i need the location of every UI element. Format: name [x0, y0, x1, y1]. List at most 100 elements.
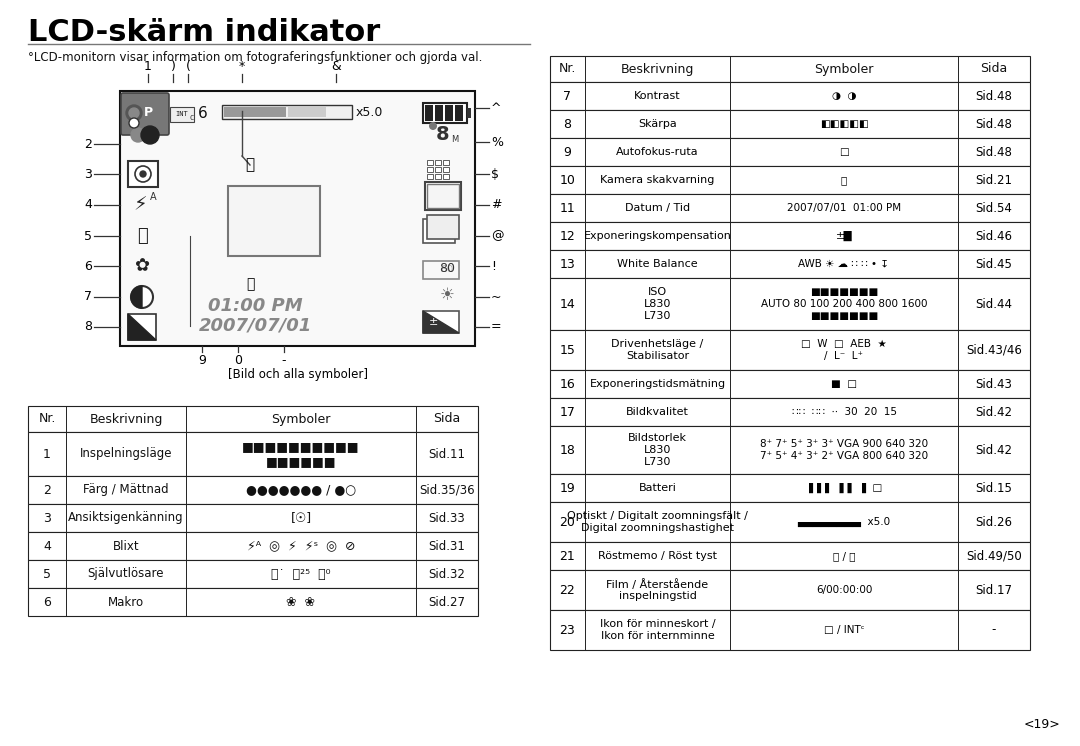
Text: Inspelningsläge: Inspelningsläge [80, 448, 172, 460]
Text: Sid.26: Sid.26 [975, 515, 1013, 528]
Bar [426, 182, 461, 210]
Bar [228, 186, 320, 256]
Text: Sid.35/36: Sid.35/36 [419, 483, 475, 497]
Bar [170, 107, 194, 122]
Text: 9: 9 [198, 354, 206, 367]
Circle shape [141, 126, 159, 144]
Text: ⌛˙  ⌛²⁵  ⌛⁰: ⌛˙ ⌛²⁵ ⌛⁰ [271, 568, 330, 580]
Text: ■■■■■■■■■■
■■■■■■: ■■■■■■■■■■ ■■■■■■ [242, 440, 360, 468]
Text: #: # [491, 198, 501, 212]
Text: 16: 16 [559, 377, 576, 390]
Text: INT: INT [176, 111, 188, 117]
Text: 4: 4 [84, 198, 92, 212]
Bar [443, 167, 449, 172]
Text: 📳: 📳 [841, 175, 847, 185]
Text: ISO: ISO [441, 265, 454, 274]
Text: Sid.54: Sid.54 [975, 201, 1012, 215]
Text: ☀: ☀ [440, 286, 455, 304]
Text: Ikon för minneskort /
Ikon för internminne: Ikon för minneskort / Ikon för internmin… [599, 619, 715, 641]
Text: 12: 12 [559, 230, 576, 242]
Text: Sid.49/50: Sid.49/50 [967, 550, 1022, 562]
Bar [427, 167, 433, 172]
Text: 7: 7 [84, 290, 92, 304]
Bar [222, 105, 352, 119]
Text: ▐▐▐  ▐▐  ▐  □: ▐▐▐ ▐▐ ▐ □ [806, 483, 882, 493]
Text: ⏱: ⏱ [137, 227, 147, 245]
Text: Sid.48: Sid.48 [975, 90, 1012, 102]
Bar [550, 166, 1030, 194]
Text: Sid.31: Sid.31 [429, 539, 465, 553]
Bar [550, 474, 1030, 502]
Text: 8⁺ 7⁺ 5⁺ 3⁺ 3⁺ VGA 900 640 320
7⁺ 5⁺ 4⁺ 3⁺ 2⁺ VGA 800 640 320: 8⁺ 7⁺ 5⁺ 3⁺ 3⁺ VGA 900 640 320 7⁺ 5⁺ 4⁺ … [760, 439, 928, 461]
Text: [Bild och alla symboler]: [Bild och alla symboler] [228, 368, 367, 381]
Text: 23: 23 [559, 624, 576, 636]
Text: (: ( [186, 60, 190, 73]
Text: Sid.42: Sid.42 [975, 444, 1013, 457]
Text: x5.0: x5.0 [356, 105, 383, 119]
Text: 2007/07/01  01:00 PM: 2007/07/01 01:00 PM [787, 203, 901, 213]
Polygon shape [129, 314, 156, 340]
Bar [550, 250, 1030, 278]
Text: Nr.: Nr. [38, 413, 56, 425]
Text: □: □ [839, 147, 849, 157]
Bar [427, 184, 459, 208]
Text: $: $ [491, 168, 499, 181]
Polygon shape [423, 311, 459, 333]
Polygon shape [131, 286, 141, 308]
Text: 📡: 📡 [246, 277, 254, 291]
FancyBboxPatch shape [121, 93, 168, 135]
Text: 21: 21 [559, 550, 576, 562]
Text: Sid.46: Sid.46 [975, 230, 1013, 242]
Text: Symboler: Symboler [814, 63, 874, 75]
Text: 8: 8 [436, 125, 449, 145]
Bar [129, 314, 156, 340]
Bar [28, 406, 478, 432]
Text: LCD-skärm indikator: LCD-skärm indikator [28, 18, 380, 47]
Text: 2007/07/01: 2007/07/01 [199, 317, 312, 335]
Bar [427, 160, 433, 165]
Text: 80: 80 [438, 263, 455, 275]
Text: Optiskt / Digitalt zoomningsfält /
Digital zoomningshastighet: Optiskt / Digitalt zoomningsfält / Digit… [567, 511, 748, 533]
Text: ◑  ◑: ◑ ◑ [832, 91, 856, 101]
Text: 2: 2 [43, 483, 51, 497]
Text: Drivenhetsläge /
Stabilisator: Drivenhetsläge / Stabilisator [611, 339, 704, 361]
Text: ∷∷  ∷∷  ⋅⋅  30  20  15: ∷∷ ∷∷ ⋅⋅ 30 20 15 [792, 407, 896, 417]
Circle shape [135, 166, 151, 182]
Text: -: - [282, 354, 286, 367]
Text: 22: 22 [559, 583, 576, 597]
Text: !: ! [491, 260, 496, 272]
Text: ): ) [171, 60, 175, 73]
Text: Bildstorlek
L830
L730: Bildstorlek L830 L730 [627, 433, 687, 466]
Text: ■  □: ■ □ [831, 379, 858, 389]
Text: Sid.11: Sid.11 [429, 448, 465, 460]
Text: 15: 15 [559, 343, 576, 357]
Text: 6: 6 [43, 595, 51, 609]
Bar [550, 610, 1030, 650]
Bar [550, 110, 1030, 138]
Circle shape [131, 286, 153, 308]
Text: ^: ^ [491, 101, 501, 114]
Text: 6: 6 [84, 260, 92, 272]
Text: 20: 20 [559, 515, 576, 528]
Text: ~: ~ [491, 290, 501, 304]
Text: 6: 6 [198, 107, 207, 122]
Text: 18: 18 [559, 444, 576, 457]
Bar [550, 194, 1030, 222]
Text: White Balance: White Balance [617, 259, 698, 269]
Bar [426, 105, 433, 121]
Text: 8: 8 [84, 321, 92, 333]
Text: Makro: Makro [108, 595, 144, 609]
Text: -: - [991, 624, 996, 636]
Bar [550, 278, 1030, 330]
Text: 9: 9 [564, 145, 571, 158]
Text: ▄▄▄▄▄▄▄▄  x5.0: ▄▄▄▄▄▄▄▄ x5.0 [797, 517, 891, 527]
Text: Sid.42: Sid.42 [975, 406, 1013, 419]
Text: 3: 3 [43, 512, 51, 524]
Text: Sid.43/46: Sid.43/46 [967, 343, 1022, 357]
Bar [224, 107, 286, 117]
Circle shape [126, 105, 141, 121]
Circle shape [140, 171, 146, 177]
Bar [550, 426, 1030, 474]
Bar [467, 108, 471, 118]
Text: 🎤 / 🎤: 🎤 / 🎤 [833, 551, 855, 561]
